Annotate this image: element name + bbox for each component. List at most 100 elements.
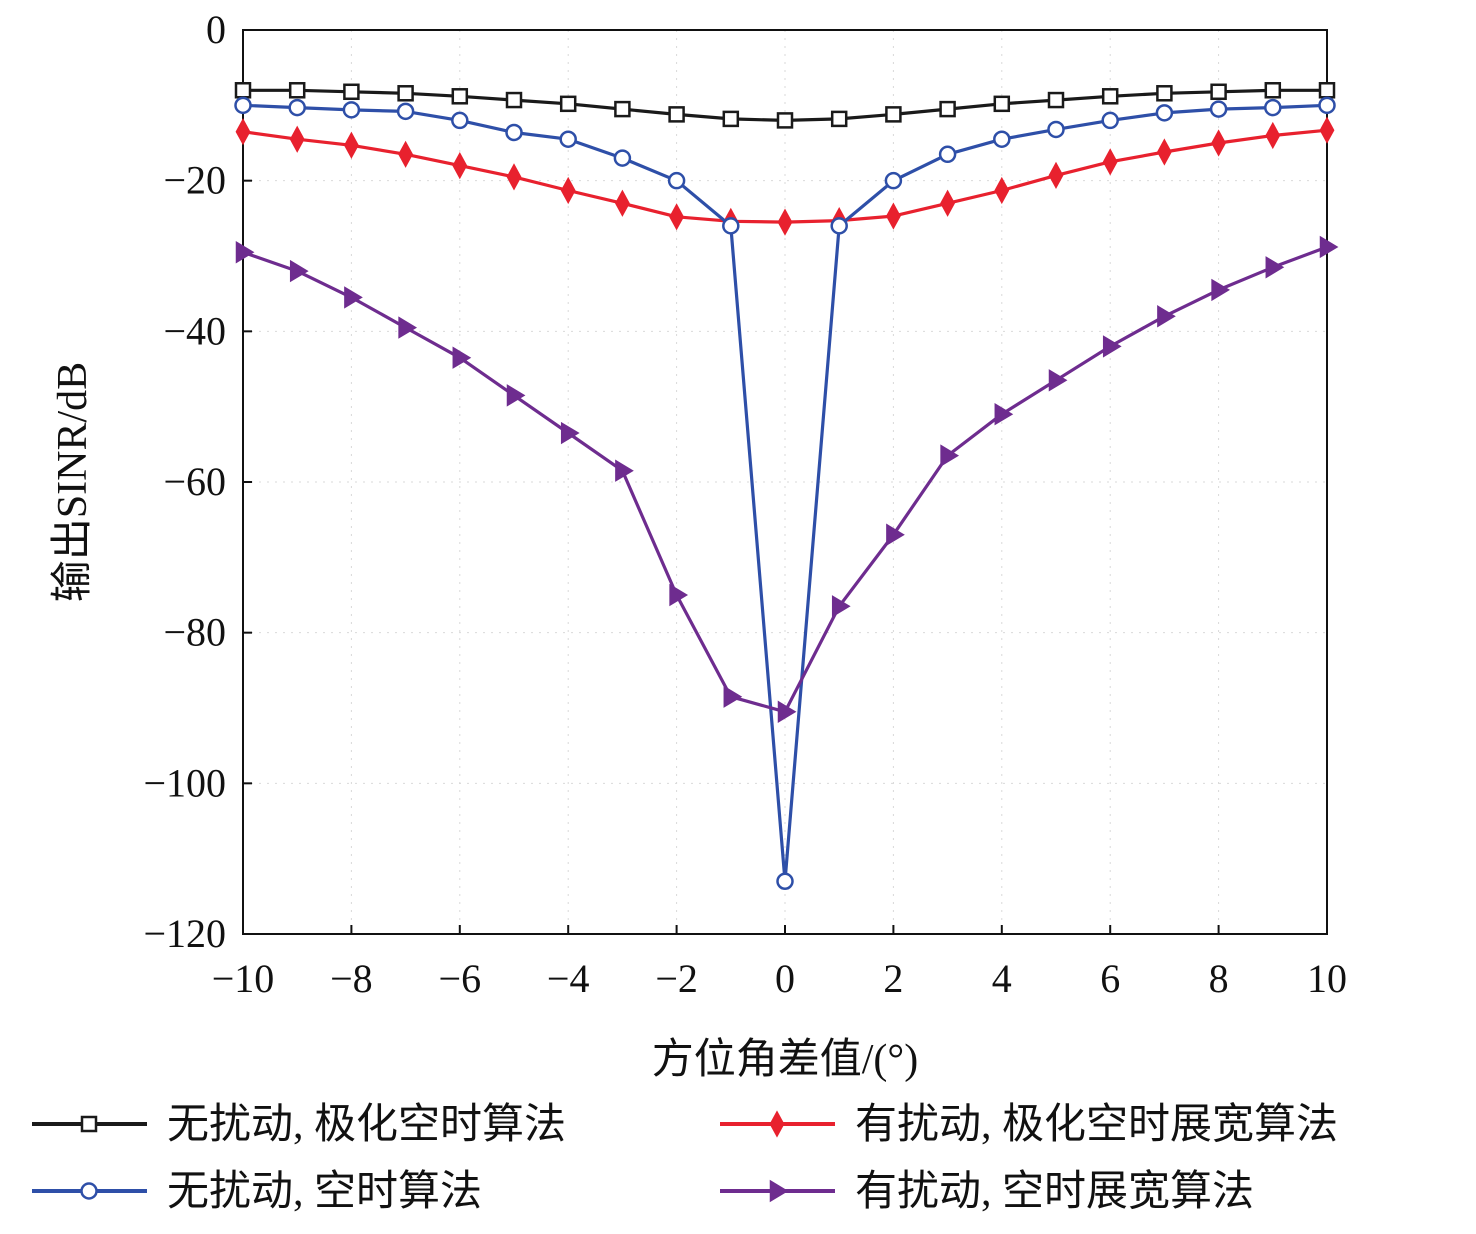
x-tick-label: −8 xyxy=(330,956,373,1001)
data-point xyxy=(506,384,526,407)
data-point xyxy=(397,85,414,102)
data-point xyxy=(560,176,576,205)
data-point xyxy=(830,110,848,128)
x-tick-label: 8 xyxy=(1209,956,1229,1001)
series-4 xyxy=(235,235,1339,723)
x-axis-title: 方位角差值/(°) xyxy=(652,1036,918,1083)
data-point xyxy=(723,685,743,708)
data-point xyxy=(993,95,1011,113)
legend-swatch-marker xyxy=(80,1115,98,1133)
data-point xyxy=(1209,100,1228,118)
legend-swatch-marker xyxy=(80,1182,98,1200)
x-tick-label: −10 xyxy=(212,956,275,1001)
data-point xyxy=(1155,104,1174,122)
x-tick-label: 4 xyxy=(992,956,1012,1001)
data-point xyxy=(288,82,306,99)
data-point xyxy=(669,583,689,607)
data-point xyxy=(777,208,793,236)
data-point xyxy=(505,123,523,142)
legend-entry: 无扰动, 极化空时算法 xyxy=(32,1101,566,1148)
legend-entry: 有扰动, 极化空时展宽算法 xyxy=(720,1101,1338,1148)
data-point xyxy=(452,151,468,180)
data-point xyxy=(343,131,359,159)
legend-label: 无扰动, 极化空时算法 xyxy=(167,1101,566,1148)
data-point xyxy=(994,402,1014,426)
y-tick-label: −40 xyxy=(163,308,226,353)
data-point xyxy=(398,316,418,339)
data-point xyxy=(398,140,414,168)
data-point xyxy=(614,100,631,118)
axis-ticks: −10 −8 −6 −4 −2 0 2 4 6 8 100−20−40−60−80−100−120 xyxy=(143,7,1347,1001)
data-point xyxy=(235,241,255,264)
data-point xyxy=(776,112,794,129)
data-point xyxy=(1101,111,1119,130)
data-point xyxy=(994,176,1010,205)
y-tick-label: −100 xyxy=(143,760,226,805)
x-tick-label: 6 xyxy=(1100,956,1120,1001)
data-point xyxy=(1210,83,1227,101)
data-point xyxy=(940,189,956,217)
x-tick-label: −6 xyxy=(439,956,482,1001)
data-point xyxy=(1318,82,1336,99)
data-point xyxy=(559,130,577,148)
legend-swatch-marker xyxy=(769,1110,785,1138)
data-point xyxy=(452,346,472,369)
data-point xyxy=(1264,82,1282,99)
data-point xyxy=(288,98,306,117)
data-point xyxy=(1264,98,1282,117)
data-point xyxy=(505,91,523,109)
data-point xyxy=(234,82,252,99)
data-point xyxy=(343,83,360,101)
data-point xyxy=(235,118,251,146)
x-tick-label: −2 xyxy=(655,956,698,1001)
data-point xyxy=(1101,88,1119,105)
data-point xyxy=(1048,161,1064,190)
y-tick-label: −80 xyxy=(163,610,226,655)
data-point xyxy=(1157,305,1176,328)
data-point xyxy=(830,217,848,235)
data-point xyxy=(668,106,685,123)
legend-entry: 无扰动, 空时算法 xyxy=(32,1168,482,1215)
data-point xyxy=(940,444,960,467)
data-point xyxy=(1047,91,1065,109)
data-point xyxy=(993,130,1011,148)
data-point xyxy=(1211,129,1227,157)
data-point xyxy=(1047,120,1065,139)
data-point xyxy=(1319,116,1335,144)
data-point xyxy=(614,189,630,217)
data-point xyxy=(939,100,956,118)
data-point xyxy=(560,421,580,445)
data-point xyxy=(1265,121,1281,150)
data-point xyxy=(1048,369,1068,392)
data-point xyxy=(451,88,469,105)
data-point xyxy=(1265,256,1285,279)
legend-label: 有扰动, 空时展宽算法 xyxy=(855,1168,1254,1215)
data-point xyxy=(234,96,252,115)
y-tick-label: 0 xyxy=(206,7,226,52)
data-point xyxy=(938,145,957,164)
data-point xyxy=(669,203,685,231)
data-point xyxy=(396,102,415,121)
x-tick-label: −4 xyxy=(547,956,590,1001)
series-1 xyxy=(234,82,1336,129)
data-point xyxy=(613,149,632,167)
data-point xyxy=(559,95,577,113)
data-point xyxy=(342,101,361,119)
data-point xyxy=(885,202,901,230)
data-point xyxy=(1102,335,1122,358)
data-point xyxy=(451,111,469,130)
series-3 xyxy=(234,96,1336,891)
y-tick-label: −20 xyxy=(163,158,226,203)
series-layer xyxy=(234,82,1339,891)
data-point xyxy=(886,523,905,546)
data-point xyxy=(776,872,794,891)
series-2 xyxy=(235,116,1335,236)
grid xyxy=(243,30,1327,934)
data-point xyxy=(884,171,903,190)
legend-label: 无扰动, 空时算法 xyxy=(167,1168,482,1215)
y-axis-title: 输出SINR/dB xyxy=(50,362,96,602)
data-point xyxy=(289,125,305,153)
data-point xyxy=(722,110,740,128)
